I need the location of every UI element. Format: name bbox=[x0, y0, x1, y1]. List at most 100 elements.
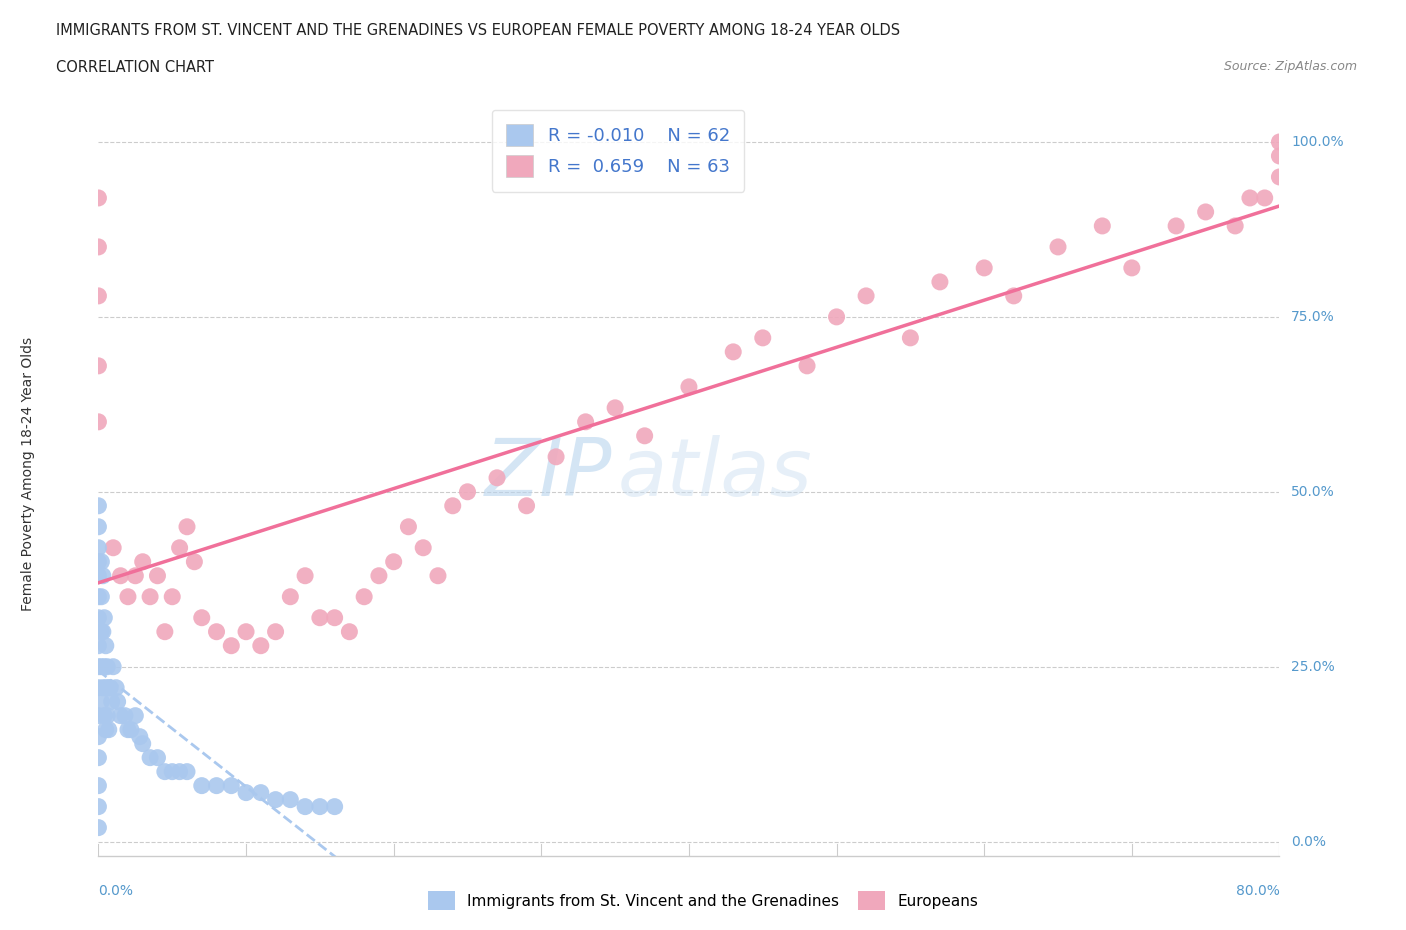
Point bbox=[124, 709, 146, 724]
Point bbox=[146, 751, 169, 765]
Point bbox=[176, 764, 198, 779]
Point bbox=[264, 792, 287, 807]
Point bbox=[139, 590, 162, 604]
Point bbox=[87, 680, 110, 695]
Point bbox=[219, 638, 242, 653]
Point bbox=[117, 590, 139, 604]
Point bbox=[98, 680, 121, 695]
Point bbox=[90, 659, 112, 674]
Point bbox=[183, 554, 205, 569]
Point bbox=[96, 659, 118, 674]
Text: atlas: atlas bbox=[619, 435, 813, 513]
Point bbox=[87, 709, 110, 724]
Point bbox=[1091, 219, 1114, 233]
Point bbox=[250, 638, 273, 653]
Point bbox=[93, 659, 115, 674]
Point bbox=[87, 240, 110, 255]
Text: CORRELATION CHART: CORRELATION CHART bbox=[56, 60, 214, 75]
Point bbox=[678, 379, 700, 394]
Point bbox=[91, 624, 114, 639]
Point bbox=[294, 568, 316, 583]
Point bbox=[1268, 135, 1291, 150]
Text: 75.0%: 75.0% bbox=[1291, 310, 1336, 324]
Point bbox=[132, 554, 155, 569]
Point bbox=[90, 694, 112, 709]
Point bbox=[87, 191, 110, 206]
Point bbox=[87, 610, 110, 625]
Point bbox=[176, 519, 198, 534]
Point bbox=[1223, 219, 1246, 233]
Text: 25.0%: 25.0% bbox=[1291, 659, 1336, 673]
Point bbox=[191, 778, 214, 793]
Text: IMMIGRANTS FROM ST. VINCENT AND THE GRENADINES VS EUROPEAN FEMALE POVERTY AMONG : IMMIGRANTS FROM ST. VINCENT AND THE GREN… bbox=[56, 23, 900, 38]
Point bbox=[100, 694, 122, 709]
Point bbox=[87, 358, 110, 373]
Point bbox=[139, 751, 162, 765]
Point bbox=[337, 624, 360, 639]
Point bbox=[87, 288, 110, 303]
Point bbox=[87, 554, 110, 569]
Point bbox=[120, 723, 142, 737]
Point bbox=[87, 540, 110, 555]
Point bbox=[205, 624, 228, 639]
Point bbox=[87, 820, 110, 835]
Point bbox=[396, 519, 419, 534]
Point bbox=[605, 401, 627, 416]
Point bbox=[107, 694, 129, 709]
Text: 50.0%: 50.0% bbox=[1291, 485, 1336, 498]
Point bbox=[264, 624, 287, 639]
Point bbox=[309, 610, 332, 625]
Point bbox=[96, 709, 118, 724]
Legend: Immigrants from St. Vincent and the Grenadines, Europeans: Immigrants from St. Vincent and the Gren… bbox=[420, 884, 986, 918]
Point bbox=[294, 799, 316, 814]
Point bbox=[169, 764, 191, 779]
Legend: R = -0.010    N = 62, R =  0.659    N = 63: R = -0.010 N = 62, R = 0.659 N = 63 bbox=[492, 110, 744, 192]
Point bbox=[1268, 149, 1291, 164]
Point bbox=[128, 729, 150, 744]
Point bbox=[796, 358, 818, 373]
Point bbox=[368, 568, 391, 583]
Point bbox=[87, 778, 110, 793]
Point bbox=[87, 751, 110, 765]
Point bbox=[633, 429, 655, 444]
Point bbox=[235, 624, 257, 639]
Point bbox=[928, 274, 950, 289]
Point bbox=[973, 260, 995, 275]
Point bbox=[278, 590, 302, 604]
Point bbox=[250, 785, 273, 800]
Point bbox=[1002, 288, 1025, 303]
Point bbox=[855, 288, 877, 303]
Point bbox=[87, 568, 110, 583]
Text: Female Poverty Among 18-24 Year Olds: Female Poverty Among 18-24 Year Olds bbox=[21, 338, 35, 611]
Point bbox=[94, 680, 117, 695]
Point bbox=[103, 659, 125, 674]
Point bbox=[1239, 191, 1261, 206]
Point bbox=[124, 568, 146, 583]
Point bbox=[87, 590, 110, 604]
Point bbox=[91, 568, 114, 583]
Point bbox=[515, 498, 537, 513]
Point bbox=[825, 310, 848, 325]
Point bbox=[103, 540, 125, 555]
Point bbox=[132, 737, 155, 751]
Point bbox=[93, 709, 115, 724]
Point bbox=[1195, 205, 1218, 219]
Text: 80.0%: 80.0% bbox=[1236, 884, 1279, 897]
Point bbox=[87, 729, 110, 744]
Point bbox=[87, 498, 110, 513]
Point bbox=[153, 764, 176, 779]
Point bbox=[94, 638, 117, 653]
Point bbox=[90, 624, 112, 639]
Point bbox=[751, 330, 773, 345]
Point bbox=[146, 568, 169, 583]
Point bbox=[323, 799, 346, 814]
Point bbox=[87, 638, 110, 653]
Point bbox=[441, 498, 464, 513]
Point bbox=[544, 449, 567, 464]
Text: Source: ZipAtlas.com: Source: ZipAtlas.com bbox=[1223, 60, 1357, 73]
Point bbox=[114, 709, 136, 724]
Point bbox=[1268, 169, 1291, 184]
Point bbox=[93, 610, 115, 625]
Point bbox=[110, 709, 132, 724]
Point bbox=[486, 471, 509, 485]
